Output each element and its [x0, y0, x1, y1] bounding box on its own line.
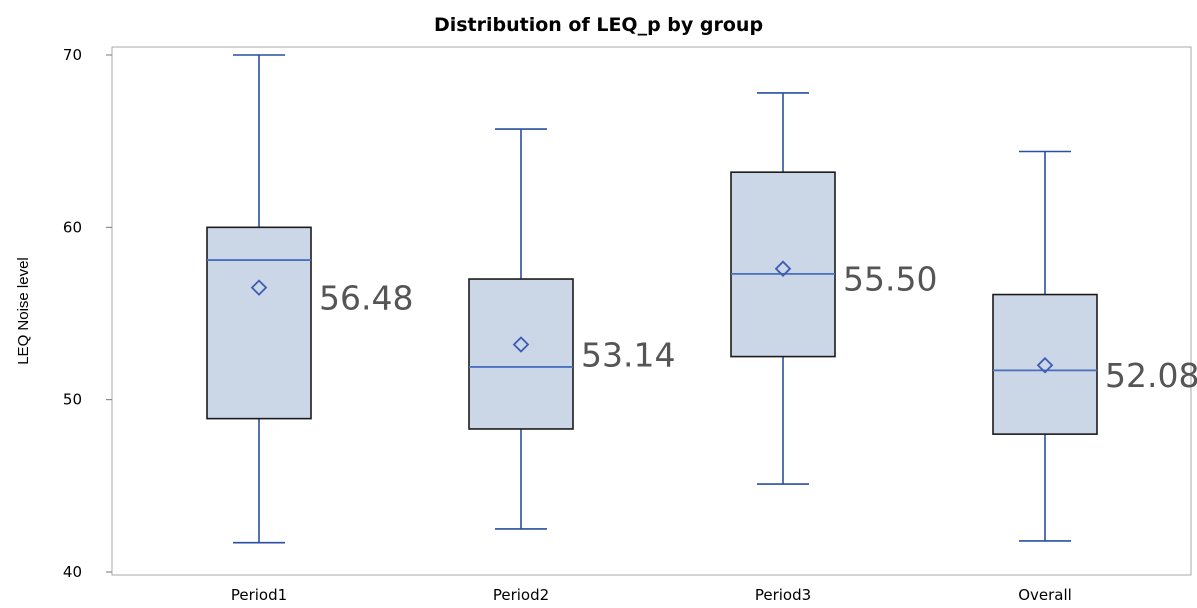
box-group-period1: 56.48: [207, 55, 413, 543]
mean-value-label: 55.50: [843, 260, 937, 299]
x-axis-categories: Period1 Period2 Period3 Overall: [231, 586, 1072, 604]
y-axis-label: LEQ Noise level: [15, 257, 32, 365]
box-series: 56.48 53.14 55.50 52.08: [207, 55, 1197, 543]
iqr-box: [993, 295, 1097, 435]
x-category-label: Period2: [493, 586, 549, 604]
mean-value-label: 53.14: [581, 336, 675, 375]
iqr-box: [469, 279, 573, 429]
y-axis-ticks: 40 50 60 70: [63, 46, 112, 581]
iqr-box: [731, 172, 835, 356]
box-group-period3: 55.50: [731, 93, 937, 484]
x-category-label: Period1: [231, 586, 287, 604]
mean-value-label: 56.48: [319, 279, 413, 318]
y-tick-label: 40: [63, 563, 82, 581]
mean-value-label: 52.08: [1105, 356, 1197, 395]
x-category-label: Period3: [755, 586, 811, 604]
box-group-overall: 52.08: [993, 152, 1197, 541]
y-tick-label: 70: [63, 46, 82, 64]
y-tick-label: 60: [63, 218, 82, 236]
iqr-box: [207, 227, 311, 418]
x-category-label: Overall: [1018, 586, 1072, 604]
box-group-period2: 53.14: [469, 129, 675, 529]
y-tick-label: 50: [63, 391, 82, 409]
